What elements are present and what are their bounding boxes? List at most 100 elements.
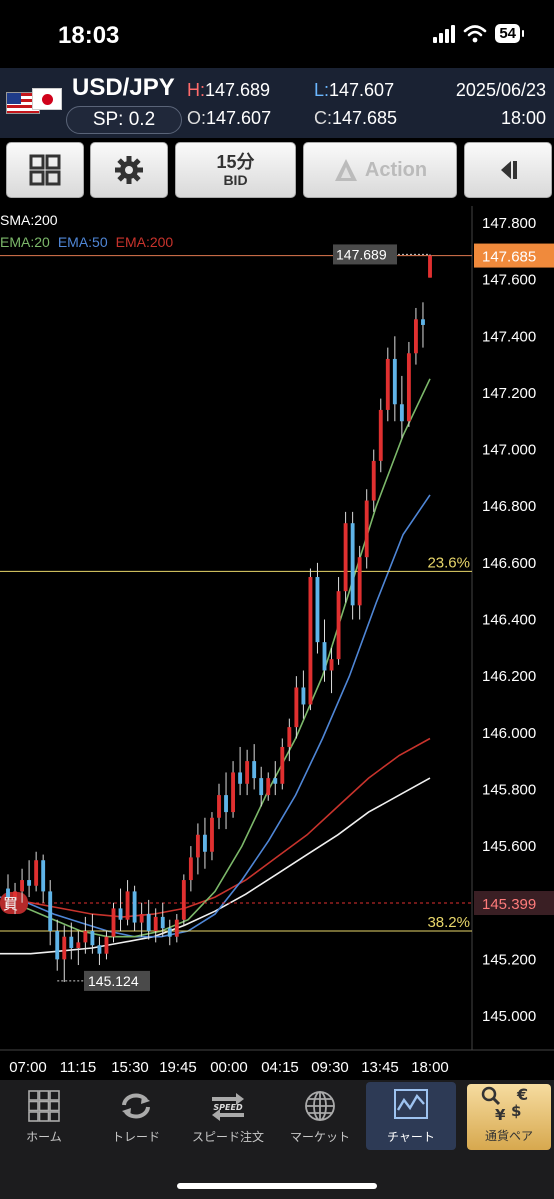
chart-canvas[interactable]: 147.800 147.600 147.400 147.200 147.000 146.8… xyxy=(0,206,554,1080)
y-tick-label: 145.800 xyxy=(482,781,536,798)
action-triangle-icon xyxy=(334,159,357,181)
candle-body xyxy=(167,928,172,937)
nav-chart[interactable]: チャート xyxy=(366,1082,456,1150)
candle xyxy=(13,882,17,915)
candle-body xyxy=(118,908,123,920)
candle xyxy=(350,511,355,620)
candle xyxy=(385,347,390,422)
legend-ema200: EMA:200 xyxy=(115,234,174,250)
bottom-navigation: ホーム トレード SPEED スピード注文 xyxy=(0,1080,554,1199)
svg-text:$: $ xyxy=(511,1102,521,1120)
candle xyxy=(55,919,60,971)
candle xyxy=(83,916,88,954)
candle xyxy=(118,888,123,932)
y-tick-label: 145.600 xyxy=(482,838,536,855)
candle xyxy=(392,336,397,422)
jp-flag-icon xyxy=(32,88,62,110)
spread-badge: SP: 0.2 xyxy=(66,106,182,134)
nav-trade-label: トレード xyxy=(111,1130,160,1144)
gear-icon xyxy=(115,156,143,184)
speed-arrows-icon: SPEED xyxy=(212,1093,244,1121)
bar-date: 2025/06/23 xyxy=(455,80,546,100)
status-time: 18:03 xyxy=(58,22,120,49)
svg-text:€: € xyxy=(516,1085,528,1104)
candle xyxy=(224,772,228,830)
candle xyxy=(399,375,404,439)
candle-body xyxy=(364,500,369,558)
candle-body xyxy=(259,778,264,796)
nav-speed-order[interactable]: SPEED スピード注文 xyxy=(186,1086,270,1150)
nav-home-label: ホーム xyxy=(26,1130,62,1144)
settings-button[interactable] xyxy=(90,142,168,198)
candle xyxy=(252,744,257,790)
y-tick-label: 147.800 xyxy=(482,215,536,232)
candle-body xyxy=(357,557,362,606)
price-side-label: BID xyxy=(223,172,248,188)
close-value: C:147.685 xyxy=(314,108,398,128)
candle-body xyxy=(428,255,432,278)
candle xyxy=(210,812,214,861)
candle xyxy=(301,670,306,719)
collapse-left-icon xyxy=(501,161,517,179)
y-tick-label: 147.000 xyxy=(482,442,536,459)
candle-body xyxy=(27,880,32,886)
candle-body xyxy=(13,891,17,898)
x-tick-label: 09:30 xyxy=(311,1059,349,1076)
candle xyxy=(139,902,144,937)
candle-body xyxy=(76,942,81,949)
cellular-signal-icon xyxy=(433,24,456,43)
action-button[interactable]: Action xyxy=(303,142,457,198)
candle-body xyxy=(329,659,334,671)
currency-pair[interactable]: USD/JPY xyxy=(72,74,175,101)
y-tick-label: 146.800 xyxy=(482,498,536,515)
collapse-panel-button[interactable] xyxy=(464,142,552,198)
candle xyxy=(343,511,348,603)
candle xyxy=(153,908,158,943)
candle xyxy=(125,880,130,926)
legend-ema: EMA:20 EMA:50 EMA:200 xyxy=(0,234,173,250)
candle-body xyxy=(336,591,341,660)
nav-market[interactable]: マーケット xyxy=(278,1086,362,1150)
x-tick-label: 04:15 xyxy=(261,1059,299,1076)
candle-body xyxy=(385,358,390,410)
candle xyxy=(287,718,292,762)
y-tick-label: 146.400 xyxy=(482,612,536,629)
currency-pairs-button[interactable]: € ¥ $ 通貨ペア xyxy=(467,1084,551,1150)
ema50-line xyxy=(0,494,431,938)
current-price-tag xyxy=(474,243,554,268)
candle-body xyxy=(245,761,250,784)
candle xyxy=(20,868,25,903)
nav-trade[interactable]: トレード xyxy=(94,1086,178,1150)
grid-icon xyxy=(29,154,61,186)
candle-body xyxy=(146,914,151,932)
candle-body xyxy=(210,817,214,852)
price-chart[interactable]: 147.800 147.600 147.400 147.200 147.000 146.8… xyxy=(0,206,554,1080)
timeframe-button[interactable]: 15分 BID xyxy=(175,142,296,198)
candle-body xyxy=(421,319,425,325)
candle xyxy=(280,738,285,790)
x-tick-label: 15:30 xyxy=(111,1059,149,1076)
candle xyxy=(41,854,46,903)
candle xyxy=(371,449,376,512)
nav-home[interactable]: ホーム xyxy=(2,1086,86,1150)
candle-body xyxy=(280,746,285,784)
candle xyxy=(308,568,313,711)
candle-body xyxy=(181,880,186,920)
x-tick-label: 11:15 xyxy=(60,1059,96,1076)
layout-button[interactable] xyxy=(6,142,84,198)
candle-body xyxy=(406,353,411,422)
candle-body xyxy=(308,577,313,705)
candle xyxy=(273,761,278,796)
candle xyxy=(231,761,236,818)
ema200-line xyxy=(0,737,431,918)
high-marker-box xyxy=(333,244,397,265)
high-marker-label: 147.689 xyxy=(336,246,387,262)
buy-badge-label: 買 xyxy=(3,896,18,913)
candle xyxy=(357,545,362,620)
candle xyxy=(146,899,151,940)
candle xyxy=(245,749,250,796)
candle-body xyxy=(153,916,158,932)
fib-level-label: 38.2% xyxy=(427,914,470,931)
candle xyxy=(62,925,67,983)
candle-body xyxy=(301,687,306,705)
